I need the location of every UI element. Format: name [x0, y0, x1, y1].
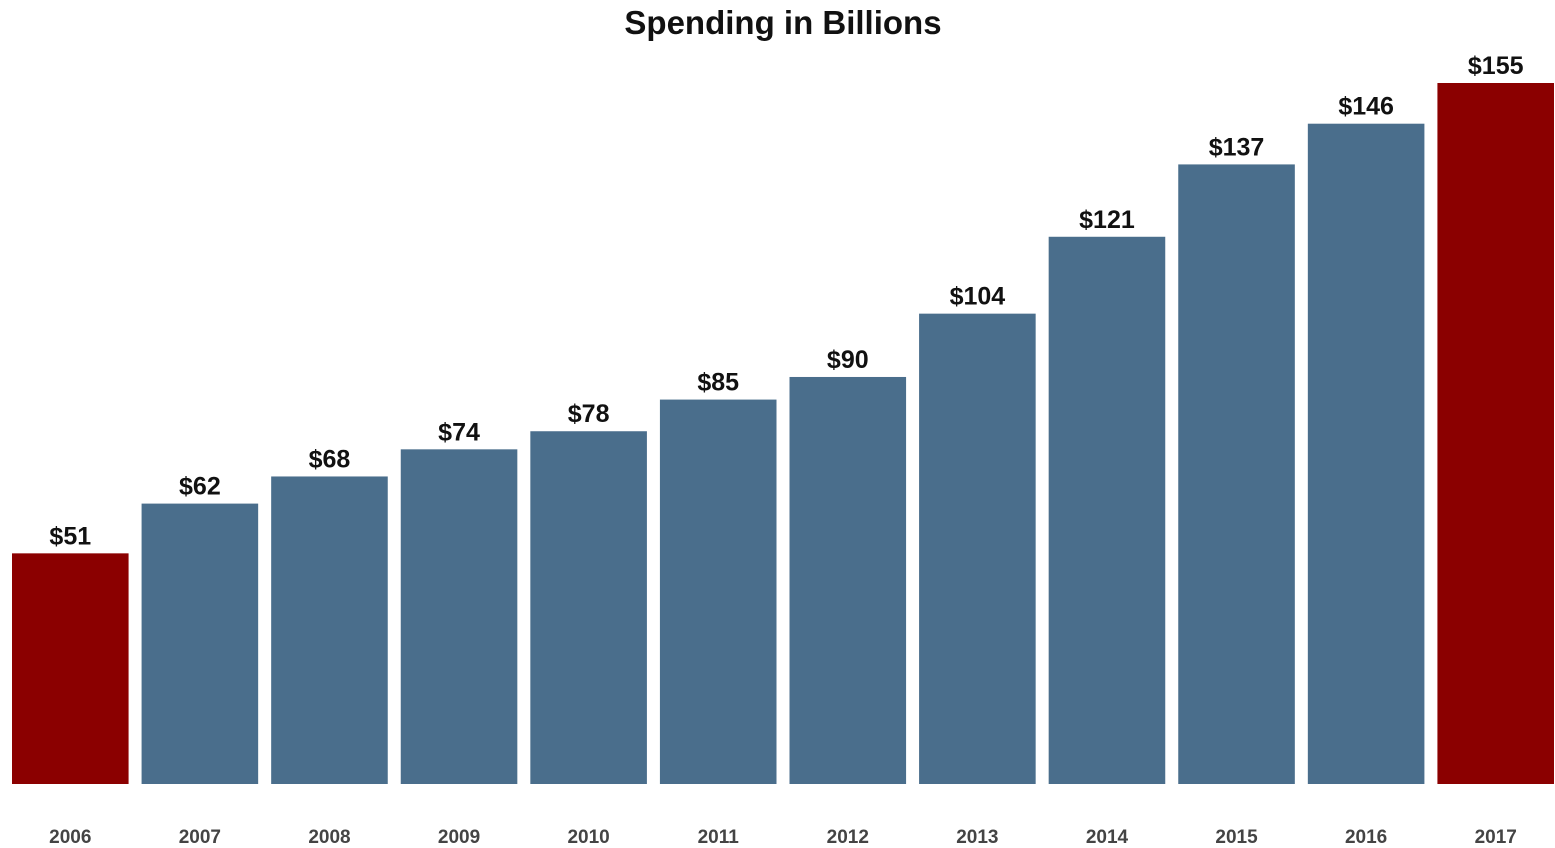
chart-title: Spending in Billions [624, 4, 941, 41]
data-label-2007: $62 [179, 473, 221, 501]
bar-2013 [919, 313, 1036, 784]
bar-2017 [1437, 83, 1554, 784]
x-tick-label-2012: 2012 [827, 827, 869, 848]
x-tick-label-2011: 2011 [698, 827, 740, 848]
data-label-2017: $155 [1468, 52, 1524, 80]
bar-2015 [1178, 164, 1295, 784]
bar-2006 [12, 553, 129, 784]
data-label-2008: $68 [309, 445, 351, 473]
data-label-2012: $90 [827, 346, 869, 374]
data-label-2011: $85 [697, 369, 739, 397]
bar-2010 [530, 431, 647, 784]
bar-2012 [789, 376, 907, 784]
x-tick-label-2014: 2014 [1086, 827, 1129, 848]
x-tick-label-2017: 2017 [1475, 827, 1517, 848]
x-tick-label-2009: 2009 [438, 827, 480, 848]
x-tick-label-2015: 2015 [1215, 827, 1258, 848]
data-label-2009: $74 [438, 418, 480, 446]
x-axis-tick-labels: 2006 2007 2008 2009 2010 2011 2012 2013 2014 2015… [49, 827, 1517, 848]
bar-2016 [1307, 123, 1425, 784]
value-labels-group: $51 $62 $68 $74 $78 $85 $90 $104 $121 $137 $146 $15… [49, 52, 1523, 550]
x-tick-label-2006: 2006 [49, 827, 91, 848]
bar-2011 [659, 399, 777, 784]
bars-group [12, 83, 1554, 784]
data-label-2013: $104 [950, 283, 1006, 311]
x-tick-label-2008: 2008 [308, 827, 350, 848]
bar-2008 [271, 476, 388, 784]
bar-2007 [141, 503, 259, 784]
data-label-2006: $51 [49, 522, 91, 550]
x-tick-label-2013: 2013 [956, 827, 998, 848]
x-tick-label-2007: 2007 [179, 827, 221, 848]
data-label-2016: $146 [1338, 93, 1394, 121]
data-label-2014: $121 [1079, 206, 1135, 234]
data-label-2015: $137 [1209, 133, 1265, 161]
x-tick-label-2016: 2016 [1345, 827, 1387, 848]
bar-2014 [1048, 236, 1166, 784]
data-label-2010: $78 [568, 400, 610, 428]
bar-2009 [400, 449, 518, 784]
x-tick-label-2010: 2010 [567, 827, 609, 848]
